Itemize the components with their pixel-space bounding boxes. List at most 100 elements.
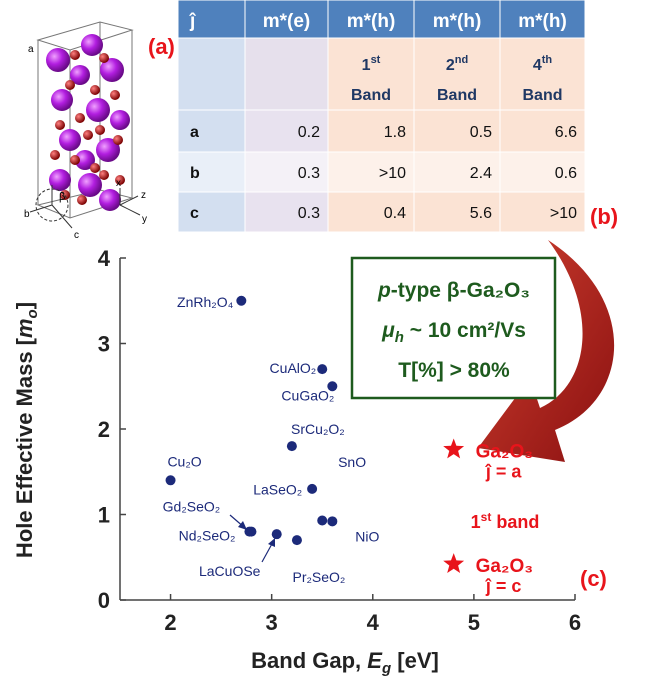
point-label: CuGaO₂	[281, 387, 334, 403]
point	[317, 364, 327, 374]
point-label: SrCu₂O₂	[291, 421, 345, 437]
table-value: >10	[379, 165, 406, 182]
atom	[78, 173, 102, 197]
atom	[50, 150, 60, 160]
crystal-label: c	[74, 230, 79, 241]
y-axis-title-part: m	[12, 318, 37, 338]
atom	[110, 110, 130, 130]
row-label: c	[190, 205, 199, 222]
point	[307, 484, 317, 494]
table-value: 0.5	[470, 124, 492, 141]
atom	[77, 195, 87, 205]
table-value: 2.4	[470, 165, 492, 182]
crystal-label: a	[28, 44, 34, 55]
subheader-cell	[245, 38, 328, 110]
table-value: 5.6	[470, 205, 492, 222]
row-label: b	[190, 165, 200, 182]
point-label: LaCuOSe	[199, 563, 261, 579]
subheader-text: Band	[523, 87, 563, 104]
atom	[83, 130, 93, 140]
point	[272, 529, 282, 539]
x-axis-title-part: Band Gap,	[251, 648, 367, 673]
point-label: CuAlO₂	[270, 360, 317, 376]
atom	[113, 135, 123, 145]
crystal-label: b	[24, 209, 30, 220]
point	[292, 535, 302, 545]
subheader-text-part: th	[542, 54, 553, 66]
star-point	[443, 553, 464, 573]
point-label: Ga₂O₃	[476, 442, 533, 463]
chart: 0123423456Hole Effective Mass [mo]Band G…	[12, 246, 607, 677]
point	[287, 441, 297, 451]
point-sublabel: ĵ = a	[485, 462, 523, 482]
point-label: Ga₂O₃	[476, 556, 533, 577]
atom	[51, 89, 73, 111]
panel-label: (b)	[590, 204, 618, 229]
y-tick-label: 4	[98, 246, 111, 271]
point-label: NiO	[355, 528, 379, 544]
x-tick-label: 5	[468, 610, 480, 635]
inset-text-part: -type β-Ga₂O₃	[391, 279, 530, 302]
atom	[99, 170, 109, 180]
y-axis-title-part: ]	[12, 302, 37, 309]
inset-text-part: p	[377, 279, 391, 302]
panel-label: (c)	[580, 566, 607, 591]
atom	[59, 129, 81, 151]
row-label: a	[190, 124, 199, 141]
atom	[110, 90, 120, 100]
y-axis-title-part: o	[24, 309, 41, 318]
atom	[90, 163, 100, 173]
x-tick-label: 3	[266, 610, 278, 635]
crystal-label: z	[141, 190, 146, 201]
atom	[86, 98, 110, 122]
atom	[46, 48, 70, 72]
atom	[55, 120, 65, 130]
atom	[75, 113, 85, 123]
subheader-cell	[178, 38, 245, 110]
point-label: Nd₂SeO₂	[179, 528, 236, 544]
band-note-part: st	[481, 510, 492, 524]
table-cell	[178, 110, 245, 152]
atom	[81, 34, 103, 56]
band-note-part: 1	[471, 512, 481, 532]
y-axis-title: Hole Effective Mass [mo]	[12, 302, 41, 558]
point-label: Cu₂O	[167, 453, 201, 469]
atom	[95, 125, 105, 135]
header-text: m*(h)	[433, 11, 482, 32]
point	[166, 475, 176, 485]
x-tick-label: 6	[569, 610, 581, 635]
point-label: Pr₂SeO₂	[292, 569, 345, 585]
table-value: 0.3	[298, 205, 320, 222]
header-cell	[178, 0, 245, 38]
subheader-text-part: nd	[455, 54, 468, 66]
atom	[99, 189, 121, 211]
table-cell	[178, 152, 245, 192]
inset-text-part: μ	[381, 319, 395, 342]
atom	[65, 80, 75, 90]
x-axis-title: Band Gap, Eg [eV]	[251, 648, 439, 677]
x-tick-label: 4	[367, 610, 380, 635]
table-value: 1.8	[384, 124, 406, 141]
panel-label: (a)	[148, 34, 175, 59]
atom	[90, 85, 100, 95]
header-text: m*(h)	[518, 11, 567, 32]
x-axis-title-part: [eV]	[391, 648, 439, 673]
point-label: ZnRh₂O₄	[177, 294, 234, 310]
band-note: 1st band	[471, 510, 540, 532]
inset-text: T[%] > 80%	[398, 359, 510, 382]
point-label: SnO	[338, 454, 366, 470]
point	[317, 515, 327, 525]
subheader-text-part: 1	[362, 57, 371, 74]
subheader-text: Band	[351, 87, 391, 104]
atom	[70, 155, 80, 165]
table-value: 6.6	[555, 124, 577, 141]
header-text: m*(h)	[347, 11, 396, 32]
point-sublabel: ĵ = c	[485, 576, 522, 596]
x-axis-title-part: E	[367, 648, 383, 673]
atom	[70, 50, 80, 60]
crystal-label: x	[116, 178, 121, 189]
subheader-text-part: 4	[533, 57, 542, 74]
x-tick-label: 2	[164, 610, 176, 635]
point	[246, 527, 256, 537]
y-tick-label: 0	[98, 588, 110, 613]
